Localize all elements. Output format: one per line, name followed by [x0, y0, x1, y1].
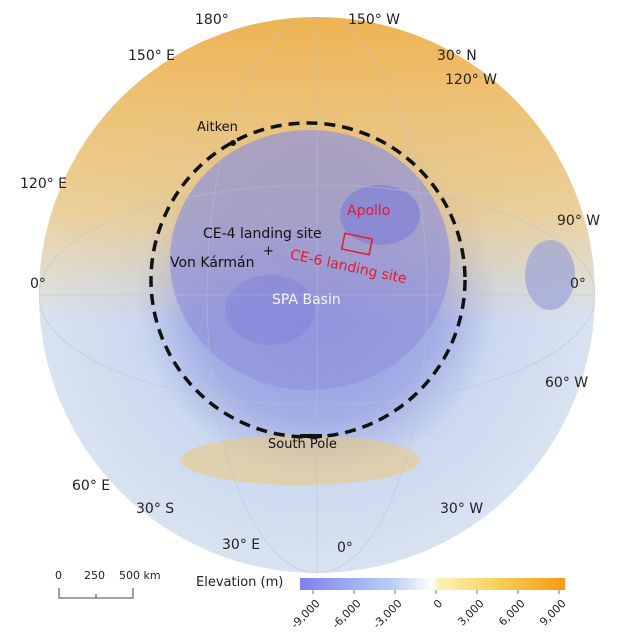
legend-title: Elevation (m): [196, 575, 284, 590]
spa-basin-rim: [149, 121, 467, 439]
label-0-bottom: 0°: [337, 540, 353, 556]
ce6-landing-box: [340, 232, 374, 256]
label-aitken: Aitken: [197, 120, 238, 135]
label-30s: 30° S: [136, 501, 175, 517]
south-pole-marker: [300, 434, 322, 438]
label-30e: 30° E: [222, 537, 261, 553]
label-30w: 30° W: [440, 501, 484, 517]
label-90w: 90° W: [557, 213, 601, 229]
ce4-marker: +: [263, 244, 274, 259]
scale-tick-250: 250: [84, 569, 105, 582]
label-von-karman: Von Kármán: [170, 255, 255, 271]
label-spa-basin: SPA Basin: [272, 292, 341, 308]
label-180: 180°: [195, 12, 229, 28]
label-150w: 150° W: [348, 12, 401, 28]
scale-tick-500: 500 km: [119, 569, 161, 582]
label-60w: 60° W: [545, 375, 589, 391]
label-120e: 120° E: [20, 176, 68, 192]
label-ce4: CE-4 landing site: [203, 226, 322, 242]
label-150e: 150° E: [128, 48, 176, 64]
label-0-left: 0°: [30, 276, 46, 292]
elevation-colorbar: [300, 578, 565, 590]
aitken-marker: [230, 140, 236, 146]
label-120w: 120° W: [445, 72, 498, 88]
scale-tick-0: 0: [55, 569, 62, 582]
label-south-pole: South Pole: [268, 437, 337, 452]
label-0-right: 0°: [570, 276, 586, 292]
label-30n: 30° N: [437, 48, 477, 64]
label-60e: 60° E: [72, 478, 111, 494]
label-apollo: Apollo: [347, 203, 391, 219]
scale-bar: [58, 588, 134, 599]
